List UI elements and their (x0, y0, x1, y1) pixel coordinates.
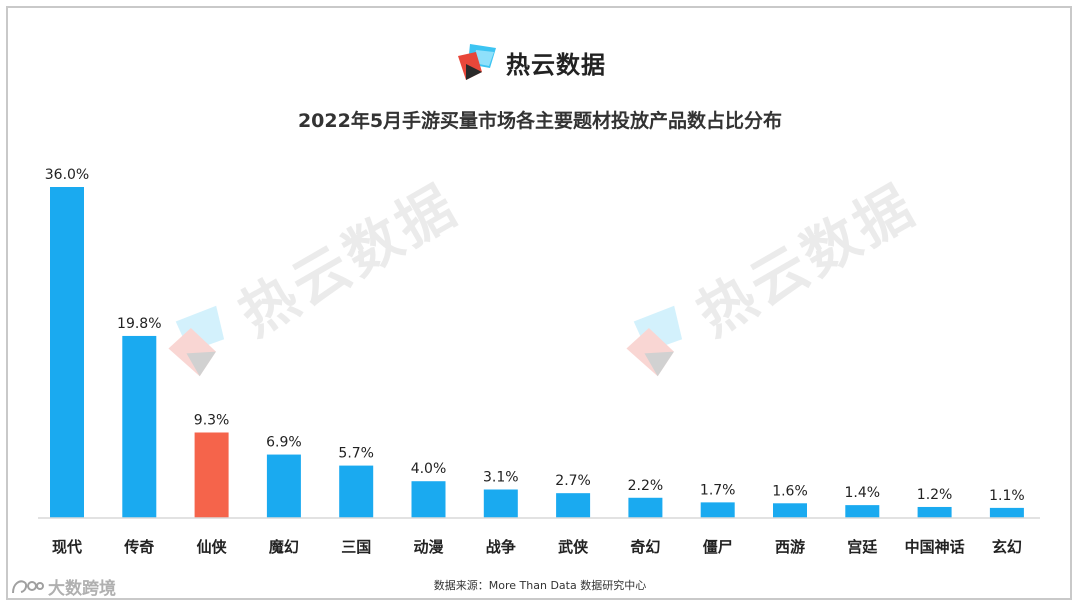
x-tick-label: 三国 (341, 538, 371, 556)
bar-13 (989, 507, 1024, 518)
x-tick-label: 仙侠 (197, 538, 228, 556)
corner-watermark: 大数跨境 (10, 574, 116, 599)
bar-value-label: 4.0% (411, 461, 447, 477)
bar-5 (411, 481, 446, 518)
dashujk-logo-icon (12, 579, 44, 593)
bar-value-label: 19.8% (117, 316, 161, 332)
x-tick-label: 魔幻 (269, 538, 299, 556)
brand-header: 热云数据 (456, 40, 606, 84)
brand-name: 热云数据 (506, 50, 606, 79)
bar-value-label: 2.2% (628, 478, 664, 494)
bar-value-label: 5.7% (338, 446, 374, 462)
x-tick-label: 奇幻 (630, 538, 660, 556)
corner-watermark-text: 大数跨境 (48, 579, 116, 599)
bar-value-label: 6.9% (266, 435, 302, 451)
reyun-logo-icon (458, 44, 496, 80)
bar-11 (845, 505, 880, 518)
bar-1 (122, 335, 157, 518)
x-tick-label: 中国神话 (905, 538, 965, 556)
bar-7 (556, 493, 591, 518)
source-note: 数据来源：More Than Data 数据研究中心 (433, 579, 647, 592)
x-tick-label: 动漫 (413, 538, 444, 556)
bar-12 (917, 506, 952, 518)
x-tick-label: 战争 (486, 538, 516, 556)
bar-2 (194, 432, 229, 518)
bar-value-label: 1.2% (917, 487, 953, 503)
labels-layer: 36.0% 现代 19.8% 传奇 9.3% 仙侠 6.9% 魔幻 5.7% 三国 4.0% 动漫 3.… (45, 167, 1025, 556)
chart-title: 2022年5月手游买量市场各主要题材投放产品数占比分布 (297, 110, 783, 132)
x-tick-label: 武侠 (558, 538, 589, 556)
x-tick-label: 僵尸 (703, 538, 733, 556)
x-tick-label: 西游 (775, 538, 805, 556)
bar-0 (50, 187, 84, 518)
x-tick-label: 玄幻 (992, 538, 1022, 556)
bar-value-label: 1.4% (845, 485, 881, 501)
bar-value-label: 36.0% (45, 167, 89, 183)
chart-frame (6, 6, 1072, 600)
bar-value-label: 1.6% (772, 483, 808, 499)
bar-value-label: 9.3% (194, 412, 230, 428)
bar-value-label: 1.7% (700, 482, 736, 498)
x-tick-label: 现代 (52, 538, 82, 556)
bar-9 (700, 502, 735, 518)
x-tick-label: 传奇 (123, 538, 154, 556)
bar-4 (339, 465, 374, 518)
bars-layer (50, 187, 1024, 518)
bar-3 (266, 454, 301, 518)
x-tick-label: 宫廷 (847, 538, 878, 556)
bar-6 (483, 489, 518, 518)
bar-value-label: 1.1% (989, 488, 1025, 504)
bar-8 (628, 497, 663, 518)
bar-value-label: 2.7% (555, 473, 591, 489)
bar-10 (773, 503, 807, 518)
bar-value-label: 3.1% (483, 469, 519, 485)
